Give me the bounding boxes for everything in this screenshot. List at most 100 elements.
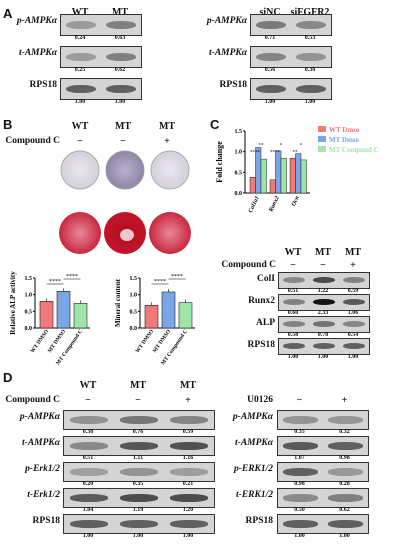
c-value-1-1: 2.33 <box>317 310 329 316</box>
bar <box>39 301 54 329</box>
alp-well-mt-compound <box>150 150 190 190</box>
c-band-2-2 <box>342 321 366 328</box>
a-right-value-1-1: 0.38 <box>304 67 316 73</box>
d-left-blot-2 <box>63 462 215 482</box>
d-left-row-label-3: t-Erk1/2 <box>27 490 60 500</box>
d-left-band-2-0 <box>70 468 108 476</box>
d-left-compound-label: Compound C <box>5 395 60 405</box>
c-row-label-0: ColI <box>257 274 275 284</box>
b-compound-label: Compound C <box>5 136 60 146</box>
d-left-blot-4 <box>63 514 215 534</box>
b-header-mt: MT <box>114 121 132 132</box>
c-value-0-1: 1.22 <box>317 288 329 294</box>
d-right-value-1-1: 0.98 <box>339 455 350 461</box>
category-label: Col1a1 <box>248 195 261 214</box>
a-left-blot-1 <box>60 46 142 68</box>
sig-marker: **** <box>154 279 166 285</box>
c-blot-0 <box>278 272 370 289</box>
a-right-band-0-1 <box>295 20 327 29</box>
d-right-sign-1: + <box>341 395 348 406</box>
d-right-band-2-1 <box>328 468 363 476</box>
c-compound-label: Compound C <box>221 260 276 270</box>
d-left-band-4-0 <box>70 520 108 528</box>
c-row-label-3: RPS18 <box>247 340 275 350</box>
a-right-blot-2 <box>250 78 332 100</box>
a-left-header-1: MT <box>111 7 129 18</box>
d-right-blot-1 <box>277 436 369 456</box>
ars-well-mt-compound <box>149 212 191 254</box>
a-left-band-1-1 <box>105 52 137 61</box>
d-right-band-4-1 <box>328 520 363 528</box>
c-band-0-1 <box>312 277 336 284</box>
b-sign-3: + <box>164 136 170 147</box>
sig-marker: **** <box>250 150 261 155</box>
d-right-value-0-1: 0.32 <box>339 429 350 435</box>
c-row-label-2: ALP <box>256 318 275 328</box>
d-left-value-0-2: 0.59 <box>182 429 194 435</box>
b-header-mt2: MT <box>158 121 176 132</box>
a-right-value-0-0: 0.71 <box>264 35 276 41</box>
a-left-row-label-0: p-AMPKα <box>16 16 57 26</box>
a-left-band-2-0 <box>65 84 97 93</box>
y-tick-label: 1.5 <box>130 276 138 282</box>
bar <box>249 177 256 194</box>
d-right-band-1-1 <box>328 442 363 450</box>
d-left-header-0: WT <box>79 380 97 391</box>
d-right-value-3-0: 0.50 <box>294 507 305 513</box>
a-right-band-2-1 <box>295 84 327 93</box>
d-left-value-2-2: 0.21 <box>182 481 194 487</box>
bar <box>275 150 282 194</box>
ars-well-mt-bright <box>120 229 134 241</box>
bar <box>295 153 302 194</box>
d-left-value-2-1: 0.35 <box>132 481 144 487</box>
category-label: Ocn <box>291 195 301 208</box>
y-tick-label: 1.0 <box>235 150 243 156</box>
sig-marker: **** <box>171 274 183 280</box>
c-band-3-0 <box>282 343 306 350</box>
d-left-band-0-2 <box>170 416 208 424</box>
d-right-value-1-0: 1.07 <box>294 455 305 461</box>
c-header-0: WT <box>284 247 302 258</box>
b-header-wt: WT <box>71 121 89 132</box>
d-right-blot-3 <box>277 488 369 508</box>
c-value-3-2: 1.00 <box>347 354 359 360</box>
a-left-band-0-1 <box>105 20 137 29</box>
legend-label: MT Compund C <box>329 146 379 154</box>
d-right-row-label-3: t-ERK1/2 <box>236 490 273 500</box>
d-left-value-1-1: 1.11 <box>132 455 144 461</box>
d-left-value-2-0: 0.20 <box>82 481 94 487</box>
d-right-band-0-0 <box>283 416 318 424</box>
a-right-value-0-1: 0.53 <box>304 35 316 41</box>
bar <box>161 291 176 329</box>
c-band-2-1 <box>312 321 336 328</box>
d-left-value-1-0: 0.51 <box>82 455 94 461</box>
a-left-value-1-1: 0.62 <box>114 67 126 73</box>
b-stain-wells <box>59 150 191 254</box>
legend-swatch <box>318 136 326 142</box>
d-left-value-4-0: 1.00 <box>82 533 94 539</box>
d-left-band-2-2 <box>170 468 208 476</box>
c-band-1-1 <box>312 299 336 306</box>
c-value-2-1: 0.78 <box>317 332 329 338</box>
a-left-row-label-2: RPS18 <box>29 80 57 90</box>
a-left-value-0-1: 0.63 <box>114 35 126 41</box>
sig-marker: **** <box>49 279 61 285</box>
bar <box>144 305 159 329</box>
a-left-value-0-0: 0.24 <box>74 35 86 41</box>
c-sign-1: − <box>320 260 326 271</box>
legend-swatch <box>318 146 326 152</box>
d-left-value-3-2: 1.20 <box>182 507 194 513</box>
a-right-band-0-0 <box>255 20 287 29</box>
a-left-value-1-0: 0.25 <box>74 67 86 73</box>
d-right-compound-label: U0126 <box>247 395 273 405</box>
c-band-1-2 <box>342 299 366 306</box>
a-left-band-0-0 <box>65 20 97 29</box>
a-right-row-label-1: t-AMPKα <box>209 48 247 58</box>
d-right-band-1-0 <box>283 442 318 450</box>
c-value-3-1: 1.00 <box>317 354 329 360</box>
d-left-band-4-2 <box>170 520 208 528</box>
alp-well-mt <box>105 150 145 190</box>
d-left-value-1-2: 1.16 <box>182 455 194 461</box>
y-axis-label: Mineral content <box>114 278 122 327</box>
d-right-band-4-0 <box>283 520 318 528</box>
